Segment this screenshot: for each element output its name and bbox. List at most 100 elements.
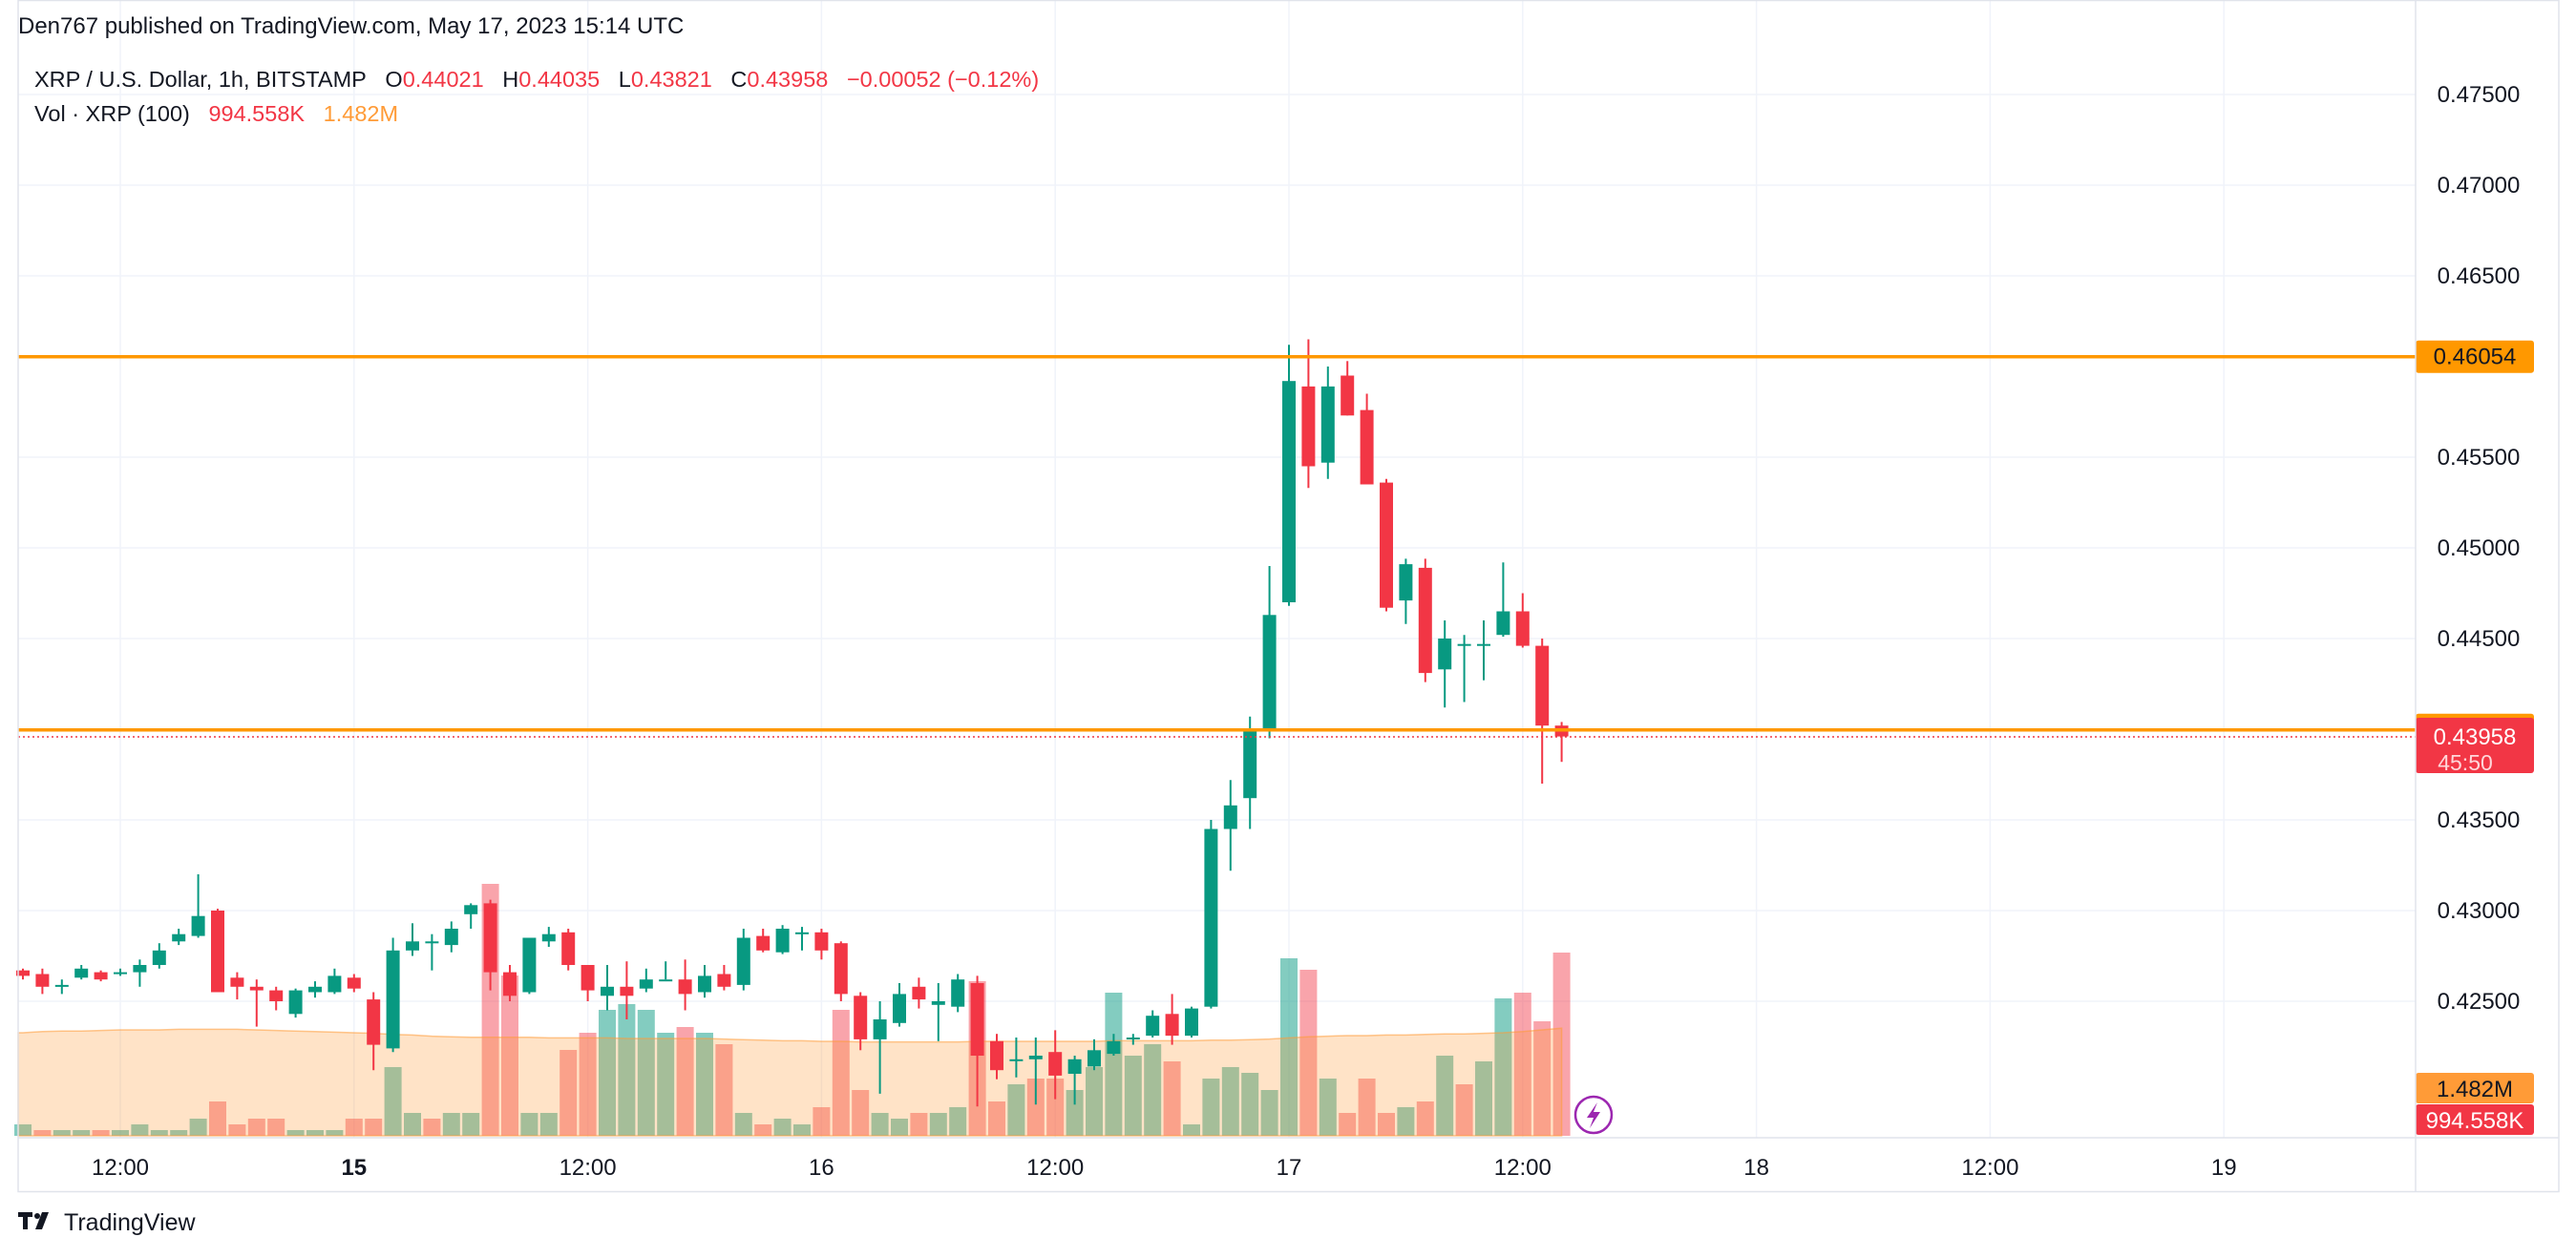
volume-bar	[501, 975, 518, 1136]
volume-bar	[1026, 1079, 1045, 1136]
publish-line: Den767 published on TradingView.com, May…	[18, 13, 685, 39]
volume-bars	[14, 884, 1571, 1136]
price-tick-label: 0.46500	[2438, 263, 2521, 289]
volume-bar	[1299, 970, 1318, 1136]
candle-body	[347, 977, 361, 989]
level-price-tag	[2416, 340, 2534, 373]
price-tick-label: 0.42500	[2438, 989, 2521, 1015]
time-tick-label: 17	[1277, 1155, 1302, 1181]
candle	[249, 979, 264, 1027]
candle-body	[444, 929, 458, 946]
open-label: O	[385, 67, 403, 92]
candle-body	[152, 950, 166, 965]
candle	[1146, 1010, 1160, 1038]
candle-body	[54, 984, 69, 987]
candle-body	[133, 965, 147, 973]
price-tick-label: 0.45500	[2438, 445, 2521, 471]
volume-bar	[676, 1027, 694, 1136]
candle	[94, 970, 108, 982]
candle	[191, 874, 205, 938]
candle-body	[1438, 639, 1452, 670]
candle	[1243, 716, 1257, 829]
volume-bar	[579, 1033, 597, 1136]
candle	[1341, 361, 1355, 416]
price-tick-label: 0.45000	[2438, 535, 2521, 561]
volume-bar	[1339, 1113, 1357, 1136]
candle-body	[893, 994, 906, 1023]
candle-body	[308, 986, 322, 993]
candle-body	[873, 1019, 887, 1039]
candle	[1282, 345, 1296, 606]
candle	[1262, 566, 1277, 739]
candle	[425, 933, 439, 971]
time-tick-label: 12:00	[560, 1155, 617, 1181]
volume-label[interactable]: Vol · XRP (100)	[34, 101, 190, 126]
candle-body	[581, 965, 595, 991]
candle	[464, 903, 478, 929]
volume-bar	[404, 1113, 421, 1136]
candle-body	[1399, 564, 1413, 601]
candle	[970, 975, 984, 1107]
volume-bar	[715, 1044, 733, 1136]
candle	[1360, 393, 1374, 485]
candle	[1535, 639, 1550, 784]
volume-bar	[637, 1010, 655, 1136]
candle	[1457, 635, 1471, 702]
volume-bar	[1319, 1079, 1337, 1136]
volume-bar	[539, 1113, 558, 1136]
tradingview-logo[interactable]: TradingView	[18, 1208, 196, 1238]
candle	[211, 909, 224, 993]
volume-bar	[1221, 1067, 1239, 1136]
candle	[931, 983, 945, 1041]
candle	[1107, 1034, 1121, 1056]
candle-body	[1243, 729, 1257, 799]
candle-body	[834, 943, 848, 995]
volume-bar	[949, 1107, 967, 1136]
candle	[522, 937, 537, 995]
candle-body	[483, 903, 497, 973]
candle-body	[541, 933, 556, 942]
level-price-label: 0.46054	[2434, 345, 2517, 370]
volume-bar	[1358, 1079, 1376, 1136]
candle	[1204, 820, 1218, 1009]
candle-body	[1204, 828, 1218, 1007]
candle-body	[1418, 567, 1432, 674]
candle-body	[1477, 643, 1490, 646]
volume-bar	[1124, 1056, 1142, 1136]
volume-bar	[657, 1033, 675, 1136]
symbol-name[interactable]: XRP / U.S. Dollar, 1h, BITSTAMP	[34, 67, 367, 92]
tradingview-mark-icon	[18, 1208, 56, 1238]
candle-body	[74, 968, 89, 978]
volume-bar	[1260, 1090, 1278, 1136]
volume-bar	[53, 1130, 71, 1136]
candle-body	[1067, 1059, 1082, 1074]
candle	[172, 929, 186, 946]
volume-bar	[1183, 1124, 1200, 1136]
candle	[1496, 562, 1510, 638]
volume-bar	[560, 1050, 578, 1136]
candle-body	[698, 975, 711, 993]
candle-body	[1165, 1014, 1179, 1037]
candle-body	[1087, 1050, 1101, 1067]
candle-body	[1496, 611, 1510, 636]
candle-body	[814, 932, 829, 951]
candle-body	[1048, 1052, 1063, 1076]
time-axis[interactable]: 12:00 15 12:00 16 12:00 17 12:00 18 12:00 19	[92, 1155, 2237, 1181]
lightning-icon[interactable]	[1573, 1095, 1614, 1135]
candle	[54, 979, 69, 995]
candle	[386, 937, 400, 1053]
price-axis[interactable]: 0.47500 0.47000 0.46500 0.45500 0.45000 0.445…	[2416, 82, 2534, 1135]
volume-bar	[33, 1130, 52, 1136]
candle-body	[639, 979, 653, 989]
candle-body	[35, 974, 50, 987]
candle	[230, 972, 244, 1000]
candle	[698, 965, 711, 998]
candle-body	[1515, 611, 1530, 646]
volume-bar	[150, 1130, 168, 1136]
candle-body	[1028, 1056, 1043, 1059]
symbol-legend: XRP / U.S. Dollar, 1h, BITSTAMP O0.44021…	[34, 67, 1039, 93]
candle	[1185, 1006, 1198, 1038]
candle	[1418, 558, 1432, 682]
volume-bar	[286, 1130, 305, 1136]
